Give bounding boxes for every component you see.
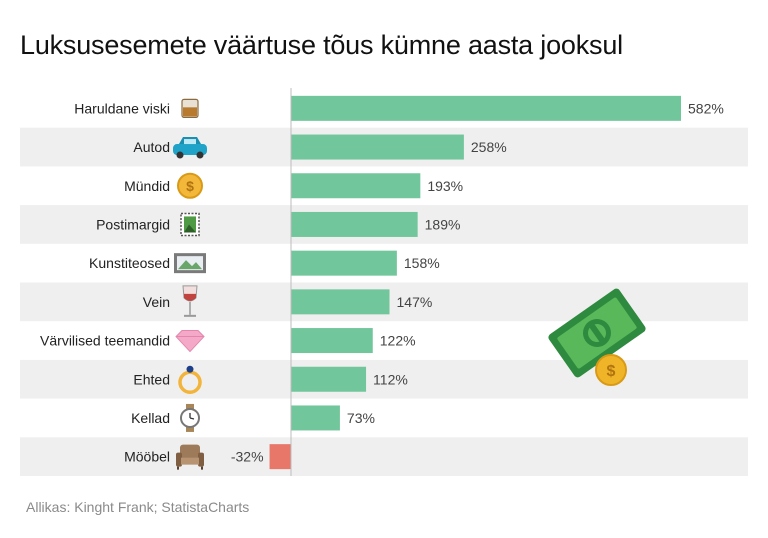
bar: [291, 95, 681, 121]
value-label: 582%: [688, 100, 724, 116]
value-label: 189%: [425, 216, 461, 232]
row-stripes: [20, 127, 748, 476]
category-label: Vein: [143, 294, 170, 310]
armchair-icon: [176, 444, 204, 470]
category-label: Kunstiteosed: [89, 255, 170, 271]
value-label: 112%: [373, 371, 408, 387]
bar: [291, 134, 464, 160]
bar: [291, 405, 340, 431]
value-label: 258%: [471, 139, 507, 155]
value-label: -32%: [231, 449, 264, 465]
bar: [291, 289, 390, 315]
stamp-icon: [180, 212, 200, 237]
bar: [291, 211, 418, 237]
value-label: 122%: [380, 333, 416, 349]
bar: [291, 173, 421, 199]
bar: [269, 444, 291, 470]
category-label: Postimargid: [96, 216, 170, 232]
category-labels: Haruldane viski Autod Mündid Postimargid Kun…: [40, 100, 170, 464]
category-label: Haruldane viski: [74, 100, 170, 116]
bars: [269, 95, 681, 470]
value-label: 73%: [347, 410, 375, 426]
watch-icon: [180, 403, 200, 432]
svg-text:$: $: [607, 363, 616, 380]
chart-title: Luksusesemete väärtuse tõus kümne aasta …: [20, 30, 623, 60]
value-label: 158%: [404, 255, 440, 271]
svg-text:$: $: [186, 178, 194, 194]
bar: [291, 250, 397, 276]
painting-icon: [174, 253, 206, 274]
category-label: Autod: [133, 139, 170, 155]
category-label: Värvilised teemandid: [40, 333, 170, 349]
category-label: Mööbel: [124, 449, 170, 465]
source-note: Allikas: Kinght Frank; StatistaCharts: [26, 499, 250, 515]
diamond-icon: [175, 330, 205, 353]
coin-icon: $: [177, 172, 203, 199]
row-stripe: [20, 437, 748, 476]
category-label: Mündid: [124, 178, 170, 194]
ring-icon: [178, 365, 202, 394]
car-icon: [173, 137, 207, 159]
value-label: 147%: [397, 294, 433, 310]
row-stripe: [20, 359, 748, 399]
bar: [291, 366, 367, 392]
bar: [291, 328, 373, 354]
money-bill-coin-icon: $: [548, 288, 646, 386]
whisky-glass-icon: [181, 98, 199, 118]
value-label: 193%: [427, 178, 463, 194]
category-label: Ehted: [133, 371, 170, 387]
value-labels: 582% 258% 193% 189% 158% 147% 122% 112% 73% -32%: [231, 100, 724, 464]
wine-glass-icon: [182, 285, 198, 317]
category-label: Kellad: [131, 410, 170, 426]
category-icons: $: [173, 98, 207, 470]
